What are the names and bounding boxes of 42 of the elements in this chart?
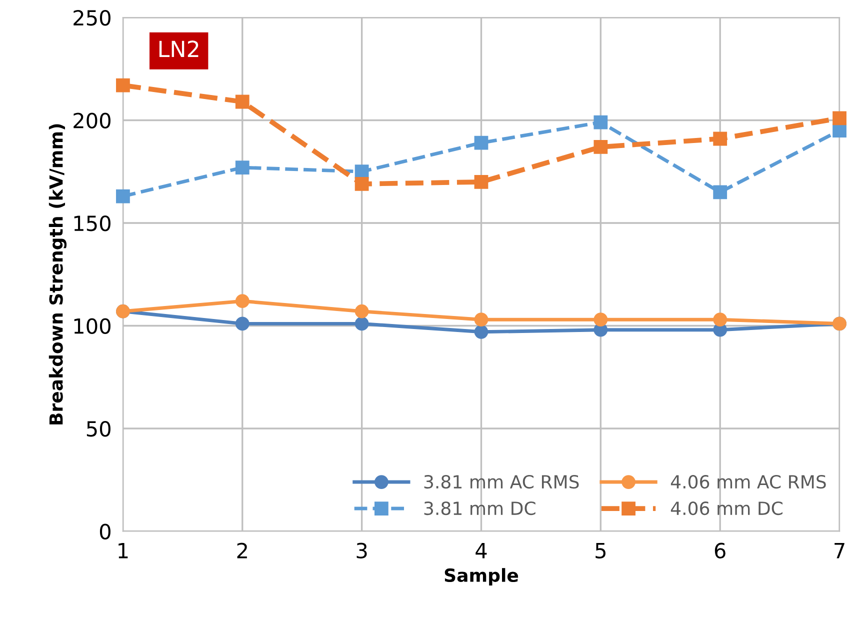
point [594, 115, 608, 130]
y-tick-label: 150 [74, 215, 110, 232]
x-tick-label: 1 [118, 543, 128, 558]
point [594, 312, 608, 327]
y-tick-label: 200 [74, 112, 110, 128]
legend-label: 3.81 mm DC [424, 501, 536, 516]
legend-label: 4.06 mm AC RMS [670, 474, 826, 489]
point [235, 316, 250, 331]
x-tick-label: 6 [714, 542, 726, 558]
point [354, 316, 369, 331]
x-tick-label: 4 [476, 543, 487, 558]
point [354, 304, 369, 318]
x-tick-label: 7 [834, 543, 844, 558]
x-axis-title: Sample [444, 568, 518, 586]
point [116, 78, 130, 92]
point [116, 189, 130, 204]
point [354, 177, 369, 191]
point [474, 136, 488, 150]
x-tick-label: 2 [237, 542, 247, 558]
y-tick-label: 50 [86, 420, 110, 437]
x-tick-label: 5 [596, 543, 606, 558]
legend-label: 4.06 mm DC [670, 501, 782, 516]
y-axis-title: Breakdown Strength (kV/mm) [48, 124, 67, 424]
point [713, 312, 728, 327]
y-tick-label: 100 [74, 318, 110, 334]
point [474, 174, 488, 189]
point [594, 140, 608, 154]
annotation: LN2 [159, 40, 198, 58]
legend-label: 3.81 mm AC RMS [424, 474, 579, 489]
point [832, 111, 846, 126]
point [235, 94, 250, 109]
y-tick-label: 250 [74, 10, 110, 26]
point [474, 324, 488, 339]
point [235, 294, 250, 308]
point [713, 132, 728, 146]
point [235, 160, 250, 174]
point [474, 312, 488, 327]
x-tick-label: 3 [356, 542, 367, 558]
point [354, 164, 369, 179]
y-tick-label: 0 [100, 524, 110, 540]
point [832, 124, 846, 138]
point [713, 185, 728, 200]
